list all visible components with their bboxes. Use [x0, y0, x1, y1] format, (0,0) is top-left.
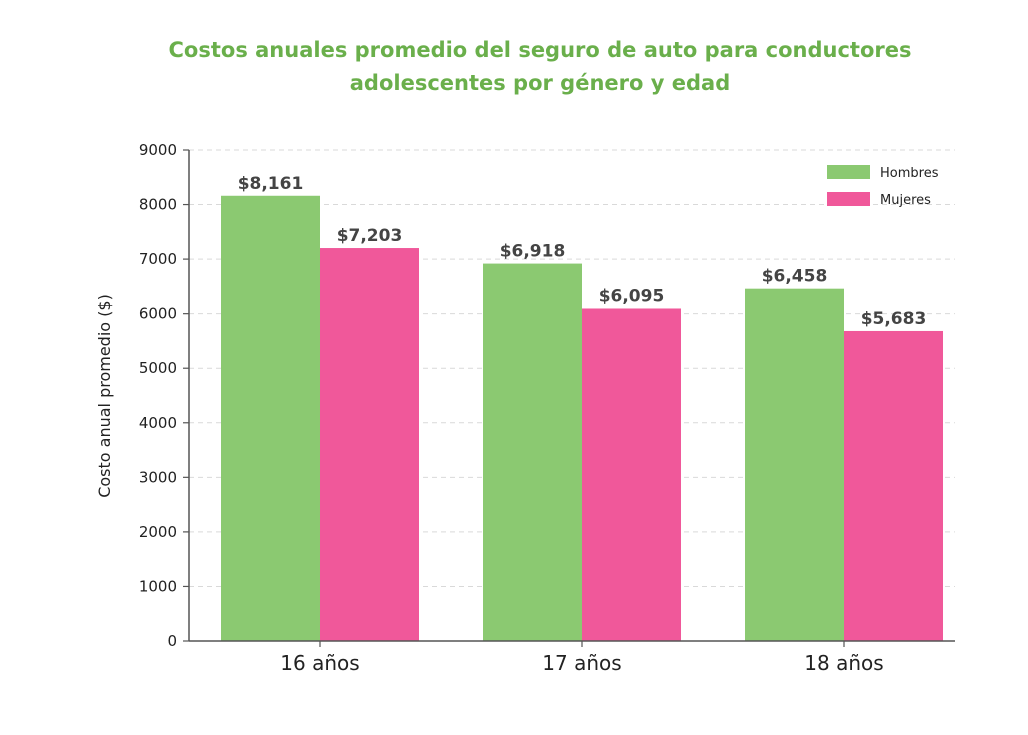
data-label: $6,095: [599, 286, 665, 306]
data-label: $6,918: [500, 242, 566, 262]
y-tick-label: 9000: [139, 141, 177, 159]
legend-swatch-mujeres: [827, 192, 870, 206]
data-label: $7,203: [337, 226, 403, 246]
y-tick-label: 6000: [139, 305, 177, 323]
data-label: $8,161: [238, 174, 304, 194]
y-axis-title: Costo anual promedio ($): [95, 294, 114, 498]
y-tick-label: 1000: [139, 577, 177, 595]
x-tick-label: 17 años: [542, 651, 621, 675]
y-tick-label: 7000: [139, 250, 177, 268]
x-tick-labels: 16 años 17 años 18 años: [280, 641, 884, 675]
axes: [188, 150, 955, 642]
bar-mujeres-3: [844, 330, 943, 641]
y-tick-label: 8000: [139, 196, 177, 214]
data-label: $6,458: [762, 267, 828, 287]
chart-title: Costos anuales promedio del seguro de au…: [168, 38, 912, 95]
x-tick-label: 18 años: [804, 651, 883, 675]
y-tick-label: 0: [167, 632, 177, 650]
y-tick-label: 3000: [139, 468, 177, 486]
legend-label-hombres: Hombres: [880, 166, 939, 181]
bar-hombres-3: [745, 288, 844, 641]
legend-label-mujeres: Mujeres: [880, 193, 931, 208]
bar-hombres-1: [221, 195, 320, 642]
legend: Hombres Mujeres: [827, 165, 939, 208]
bar-mujeres-1: [320, 248, 419, 642]
bars: [221, 195, 943, 642]
x-tick-label: 16 años: [280, 651, 359, 675]
y-tick-label: 2000: [139, 523, 177, 541]
bar-mujeres-2: [582, 308, 681, 641]
data-label: $5,683: [861, 309, 927, 329]
bar-hombres-2: [483, 263, 582, 641]
legend-swatch-hombres: [827, 165, 870, 179]
y-ticks: 0 1000 2000 3000 4000 5000 6000 7000 8000 9000: [139, 141, 189, 650]
y-tick-label: 5000: [139, 359, 177, 377]
y-tick-label: 4000: [139, 414, 177, 432]
data-labels: $8,161 $7,203 $6,918 $6,095 $6,458 $5,683: [238, 174, 927, 329]
